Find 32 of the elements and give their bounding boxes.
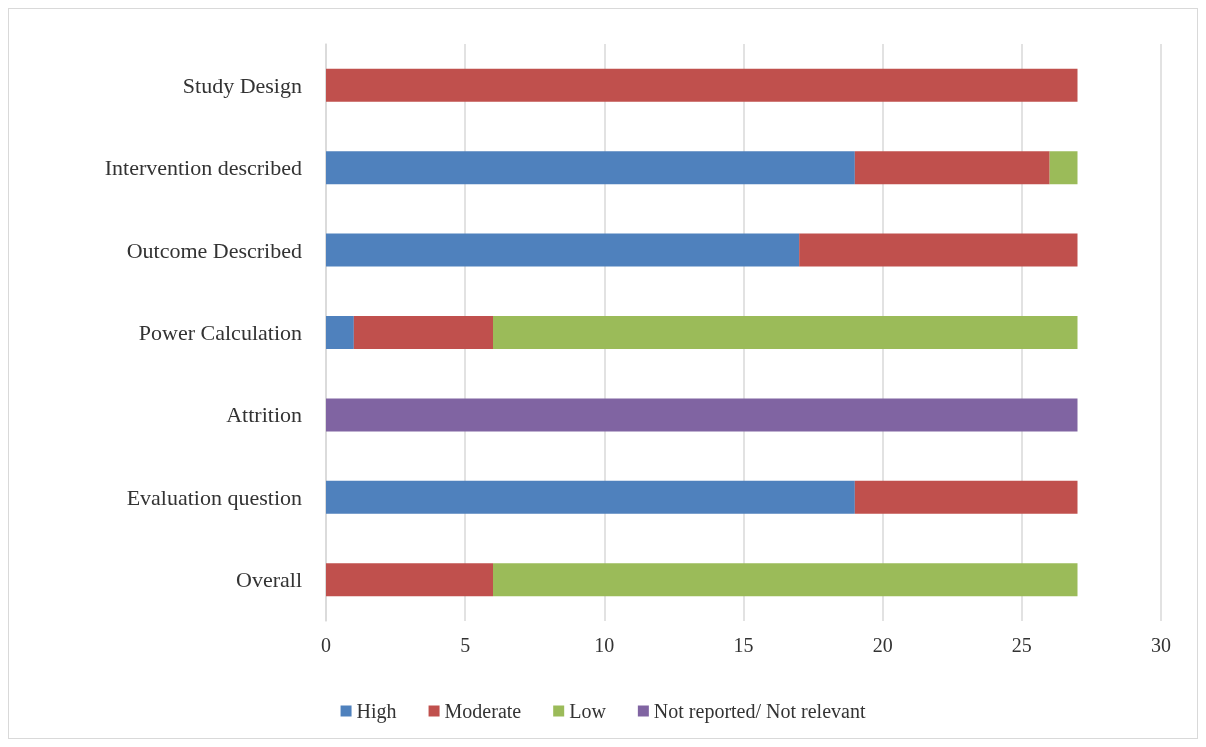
legend-label: Low — [569, 700, 607, 722]
y-tick-label: Intervention described — [104, 155, 302, 181]
bar — [326, 563, 493, 597]
bar — [493, 316, 1078, 349]
y-tick-label: Evaluation question — [126, 484, 302, 510]
legend-label: High — [356, 700, 397, 723]
x-tick-label: 15 — [733, 634, 754, 656]
bar — [326, 151, 855, 185]
bar — [353, 316, 493, 349]
bar — [1049, 151, 1078, 185]
bar — [799, 233, 1078, 267]
bar — [854, 151, 1050, 185]
x-tick-label: 20 — [872, 634, 893, 656]
x-tick-label: 0 — [321, 634, 331, 656]
x-tick-label: 25 — [1011, 634, 1032, 656]
y-tick-label: Study Design — [182, 72, 302, 98]
x-tick-label: 30 — [1151, 634, 1171, 656]
bar — [326, 68, 1078, 102]
y-tick-label: Attrition — [226, 402, 302, 428]
bar — [326, 398, 1078, 432]
x-tick-label: 10 — [594, 634, 615, 656]
legend-label: Not reported/ Not relevant — [653, 700, 866, 723]
bar — [493, 563, 1078, 597]
bar — [326, 316, 354, 349]
legend-label: Moderate — [444, 700, 522, 722]
y-tick-label: Power Calculation — [138, 320, 302, 345]
bar — [854, 480, 1078, 514]
y-tick-label: Overall — [236, 567, 302, 593]
bar — [326, 233, 800, 267]
bar — [326, 480, 855, 514]
y-tick-label: Outcome Described — [126, 237, 302, 263]
x-tick-label: 5 — [460, 634, 471, 656]
